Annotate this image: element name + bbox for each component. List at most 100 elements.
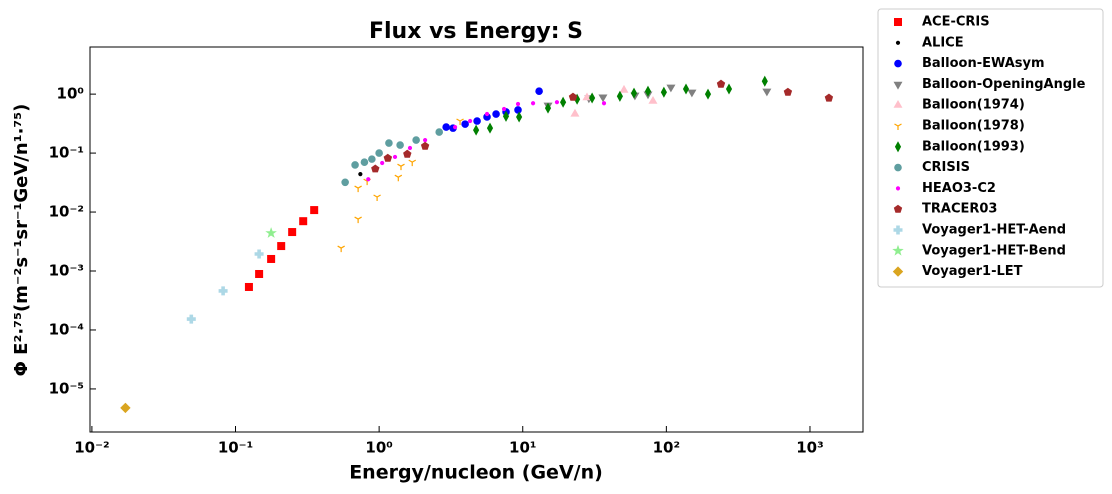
- point: [516, 111, 523, 123]
- legend-marker: [893, 204, 903, 213]
- point: [392, 154, 398, 160]
- point: [396, 141, 404, 149]
- point: [267, 254, 276, 263]
- legend-marker: [894, 18, 902, 26]
- point: [218, 286, 228, 296]
- point: [598, 94, 608, 103]
- point: [420, 141, 430, 150]
- legend-marker: [895, 186, 901, 191]
- legend-marker: [894, 123, 902, 130]
- point: [412, 136, 420, 144]
- legend-label: TRACER03: [922, 202, 997, 217]
- legend-marker: [892, 266, 904, 277]
- plot-frame: [89, 46, 864, 433]
- point: [394, 174, 403, 182]
- point: [380, 160, 385, 166]
- point: [452, 124, 458, 130]
- x-tick-label: 10¹: [509, 439, 536, 457]
- legend-label: CRISIS: [922, 160, 970, 175]
- point: [435, 128, 444, 136]
- legend-label: Balloon(1978): [922, 119, 1025, 134]
- point: [366, 177, 371, 182]
- legend-marker: [893, 81, 903, 90]
- point: [341, 178, 349, 187]
- point: [244, 282, 253, 291]
- point: [360, 158, 369, 167]
- x-tick-label: 10⁰: [365, 439, 392, 457]
- point: [761, 75, 768, 87]
- point: [255, 269, 264, 278]
- point: [456, 118, 464, 126]
- point: [570, 108, 580, 117]
- x-axis-label: Energy/nucleon (GeV/n): [349, 462, 603, 484]
- point: [501, 106, 507, 112]
- legend-label: ACE-CRIS: [922, 15, 990, 30]
- point: [682, 83, 690, 95]
- point: [468, 118, 473, 124]
- point: [619, 84, 629, 93]
- legend-marker: [892, 244, 904, 256]
- point: [358, 172, 363, 177]
- point: [373, 194, 381, 201]
- point: [254, 249, 264, 259]
- y-tick-label: 10⁻⁵: [49, 379, 84, 397]
- point: [648, 96, 658, 104]
- point: [716, 79, 726, 88]
- y-tick-label: 10⁻²: [49, 203, 84, 221]
- legend-label: Balloon(1993): [922, 139, 1025, 154]
- point: [568, 92, 578, 101]
- point: [762, 88, 772, 97]
- point: [704, 88, 712, 100]
- legend-marker: [895, 40, 901, 45]
- point: [354, 185, 362, 193]
- legend-marker: [894, 59, 902, 68]
- point: [725, 83, 733, 95]
- x-tick-label: 10³: [796, 439, 823, 457]
- legend-marker: [893, 225, 903, 235]
- point: [265, 227, 277, 238]
- point: [310, 206, 319, 215]
- x-tick-label: 10²: [653, 439, 680, 457]
- point: [299, 217, 308, 226]
- point: [515, 101, 521, 107]
- point: [601, 101, 607, 106]
- point: [783, 87, 793, 96]
- point: [354, 216, 362, 224]
- point: [660, 86, 667, 98]
- point: [630, 87, 638, 99]
- point: [288, 228, 297, 237]
- y-tick-label: 10⁻¹: [49, 144, 84, 162]
- point: [120, 402, 131, 414]
- point: [824, 93, 834, 102]
- point: [473, 124, 480, 136]
- legend-label: Voyager1-HET-Bend: [922, 243, 1066, 258]
- point: [486, 122, 494, 134]
- point: [687, 89, 697, 98]
- point: [375, 149, 383, 157]
- legend-label: HEAO3-C2: [922, 181, 996, 196]
- point: [383, 153, 393, 162]
- y-tick-label: 10⁻⁴: [49, 320, 84, 338]
- point: [351, 161, 359, 169]
- x-tick-label: 10⁻¹: [218, 439, 253, 457]
- point: [408, 159, 417, 167]
- point: [514, 106, 522, 114]
- point: [589, 92, 596, 104]
- point: [530, 101, 536, 106]
- point: [403, 149, 412, 158]
- y-tick-label: 10⁰: [57, 85, 84, 103]
- point: [560, 96, 567, 108]
- legend-label: ALICE: [922, 35, 964, 50]
- point: [582, 92, 592, 101]
- point: [371, 164, 380, 173]
- point: [666, 84, 676, 93]
- point: [461, 120, 469, 128]
- legend-marker: [893, 99, 903, 108]
- legend-box: [877, 8, 1104, 288]
- point: [484, 111, 490, 117]
- point: [473, 117, 481, 125]
- chart-title: Flux vs Energy: S: [369, 19, 583, 44]
- legend-label: Voyager1-LET: [922, 264, 1023, 279]
- point: [407, 145, 413, 151]
